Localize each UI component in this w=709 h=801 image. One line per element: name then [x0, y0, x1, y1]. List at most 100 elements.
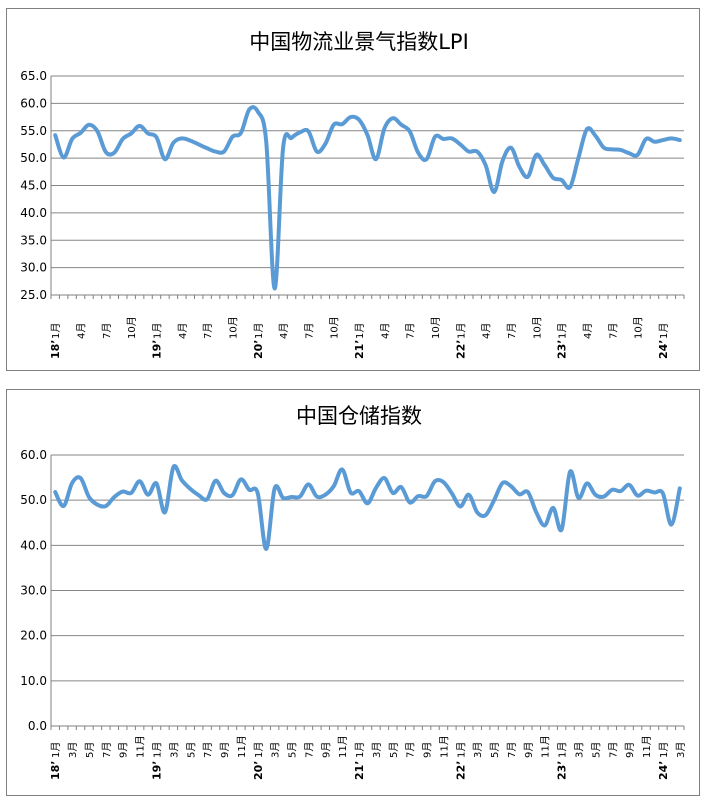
x-month-label: 7月: [405, 323, 417, 339]
x-month-label: 11月: [337, 735, 349, 758]
x-month-label: 9月: [219, 742, 231, 758]
x-month-label: 4月: [177, 323, 189, 339]
y-tick-label: 30.0: [20, 261, 47, 275]
x-month-label: 3月: [675, 742, 687, 758]
x-month-label: 9月: [320, 742, 332, 758]
x-month-label: 1月: [253, 742, 265, 758]
x-month-label: 1月: [50, 742, 62, 758]
x-month-label: 3月: [371, 742, 383, 758]
warehouse-y-axis: 0.0 10.0 20.0 30.0 40.0 50.0 60.0: [20, 448, 47, 733]
x-year-label: 19’: [151, 761, 164, 781]
x-month-label: 7月: [303, 742, 315, 758]
x-year-label: 24’: [657, 761, 670, 781]
x-month-label: 5月: [388, 742, 400, 758]
warehouse-series: [53, 464, 682, 551]
x-month-label: 11月: [540, 735, 552, 758]
x-month-label: 1月: [354, 742, 366, 758]
lpi-y-axis: 25.0 30.0 35.0 40.0 45.0 50.0 55.0 60.0 65.0: [20, 69, 47, 302]
x-month-label: 10月: [633, 316, 645, 339]
warehouse-chart-panel: 中国仓储指数 0.0 10.0 20.0 30.0 40.0 50.0 60.0 1月 3月 5…: [6, 389, 700, 796]
x-month-label: 1月: [455, 323, 467, 339]
x-month-label: 1月: [658, 742, 670, 758]
x-year-label: 23’: [556, 761, 569, 781]
x-year-label: 21’: [353, 761, 366, 781]
warehouse-gridlines: [50, 454, 684, 727]
x-month-label: 1月: [557, 742, 569, 758]
y-tick-label: 50.0: [20, 151, 47, 165]
lpi-gridlines: [50, 75, 684, 296]
x-month-label: 7月: [101, 742, 113, 758]
y-tick-label: 20.0: [20, 629, 47, 643]
x-month-label: 5月: [489, 742, 501, 758]
x-month-label: 7月: [506, 323, 518, 339]
y-tick-label: 55.0: [20, 124, 47, 138]
y-tick-label: 40.0: [20, 206, 47, 220]
x-month-label: 3月: [168, 742, 180, 758]
x-year-label: 20’: [252, 761, 265, 781]
x-month-label: 4月: [76, 323, 88, 339]
x-year-label: 23’: [556, 340, 569, 360]
x-month-label: 7月: [303, 323, 315, 339]
x-month-label: 3月: [472, 742, 484, 758]
x-month-label: 7月: [607, 742, 619, 758]
warehouse-chart-title: 中国仓储指数: [296, 404, 422, 428]
x-month-label: 7月: [405, 742, 417, 758]
y-tick-label: 60.0: [20, 96, 47, 110]
y-tick-label: 40.0: [20, 538, 47, 552]
x-month-label: 1月: [658, 323, 670, 339]
x-year-label: 18’: [49, 761, 62, 781]
y-tick-label: 60.0: [20, 448, 47, 462]
x-month-label: 7月: [202, 742, 214, 758]
x-year-label: 22’: [454, 761, 467, 781]
x-month-label: 5月: [185, 742, 197, 758]
y-tick-label: 30.0: [20, 584, 47, 598]
x-month-label: 4月: [481, 323, 493, 339]
x-month-label: 11月: [438, 735, 450, 758]
x-month-label: 10月: [430, 316, 442, 339]
x-month-label: 11月: [641, 735, 653, 758]
y-tick-label: 0.0: [28, 719, 47, 733]
y-tick-label: 65.0: [20, 69, 47, 83]
y-tick-label: 45.0: [20, 179, 47, 193]
x-month-label: 4月: [582, 323, 594, 339]
x-month-label: 9月: [523, 742, 535, 758]
x-month-label: 4月: [379, 323, 391, 339]
x-month-label: 4月: [278, 323, 290, 339]
y-tick-label: 50.0: [20, 493, 47, 507]
series-line: [53, 105, 682, 291]
series-line: [53, 464, 682, 551]
x-month-label: 1月: [354, 323, 366, 339]
warehouse-line-chart: 中国仓储指数 0.010.020.030.040.050.060.0 1月 3月 5…: [20, 404, 687, 780]
x-year-label: 21’: [353, 340, 366, 360]
x-month-label: 7月: [202, 323, 214, 339]
lpi-series: [53, 105, 682, 291]
x-month-label: 1月: [152, 742, 164, 758]
x-month-label: 1月: [50, 323, 62, 339]
x-month-label: 10月: [126, 316, 138, 339]
x-year-label: 18’: [49, 340, 62, 360]
x-month-label: 3月: [270, 742, 282, 758]
x-month-label: 10月: [329, 316, 341, 339]
x-month-label: 1月: [455, 742, 467, 758]
x-month-label: 3月: [67, 742, 79, 758]
x-month-label: 7月: [607, 323, 619, 339]
warehouse-x-axis: 1月 3月 5月 7月 9月 11月 1月 3月 5月 7月 9月 11月 1月 3月 5月 7月 9月 11月 1…: [49, 726, 687, 780]
x-month-label: 1月: [152, 323, 164, 339]
x-month-label: 5月: [84, 742, 96, 758]
x-month-label: 1月: [253, 323, 265, 339]
x-month-label: 11月: [135, 735, 147, 758]
x-year-label: 19’: [151, 340, 164, 360]
y-tick-label: 25.0: [20, 288, 47, 302]
x-month-label: 9月: [118, 742, 130, 758]
lpi-line-chart: 中国物流业景气指数LPI 25.0 30.0 35.0 40.0 45.0 50.0 55.…: [20, 30, 685, 360]
x-month-label: 5月: [590, 742, 602, 758]
y-tick-label: 10.0: [20, 674, 47, 688]
x-year-label: 20’: [252, 340, 265, 360]
x-year-label: 22’: [454, 340, 467, 360]
lpi-chart-panel: 中国物流业景气指数LPI 25.0 30.0 35.0 40.0 45.0 50.0 55.…: [6, 8, 700, 371]
x-month-label: 10月: [227, 316, 239, 339]
y-tick-label: 35.0: [20, 233, 47, 247]
x-year-label: 24’: [657, 340, 670, 360]
x-month-label: 7月: [101, 323, 113, 339]
x-month-label: 7月: [506, 742, 518, 758]
